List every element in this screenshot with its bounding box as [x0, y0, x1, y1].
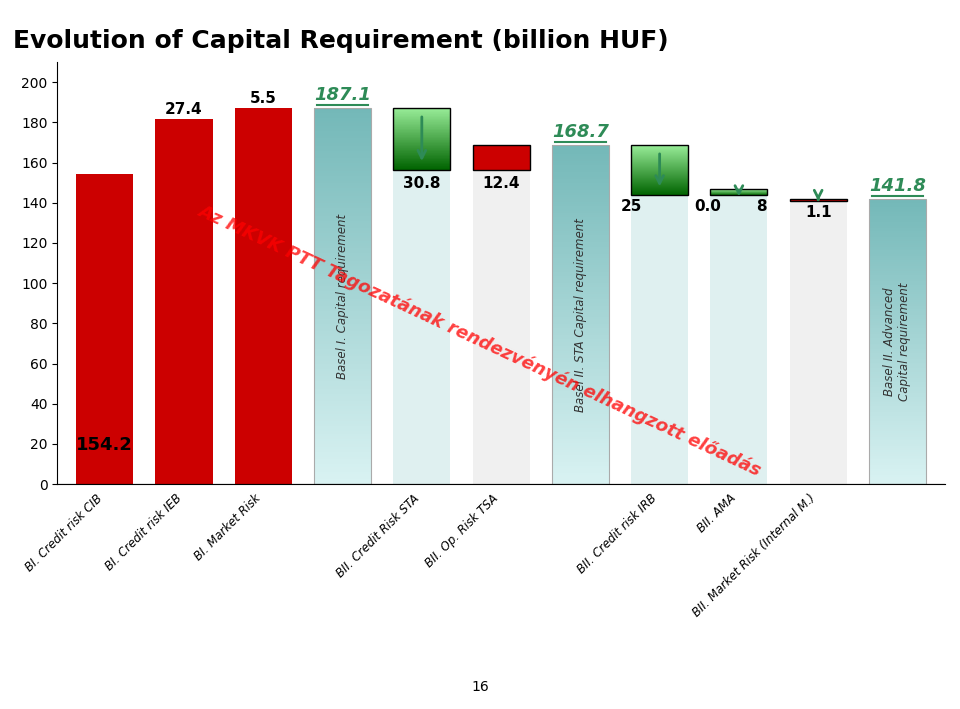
Bar: [631, 145, 688, 195]
Text: 12.4: 12.4: [482, 176, 519, 191]
Bar: [631, 195, 688, 484]
Text: 30.8: 30.8: [403, 176, 441, 191]
Text: 168.7: 168.7: [552, 123, 609, 141]
Bar: [394, 170, 450, 484]
Text: 27.4: 27.4: [165, 102, 203, 117]
Text: 187.1: 187.1: [314, 86, 371, 104]
Text: 16: 16: [471, 680, 489, 694]
Text: Basel II. STA Capital requirement: Basel II. STA Capital requirement: [574, 218, 587, 411]
Bar: [76, 174, 133, 484]
Bar: [869, 199, 926, 484]
Bar: [472, 170, 530, 484]
Text: 1.1: 1.1: [804, 206, 831, 220]
Text: 5.5: 5.5: [250, 91, 276, 106]
Text: 0.0: 0.0: [695, 199, 722, 214]
Bar: [235, 108, 292, 484]
Bar: [790, 201, 847, 484]
Text: 154.2: 154.2: [76, 436, 133, 454]
Text: Basel II. Advanced
Capital requirement: Basel II. Advanced Capital requirement: [883, 282, 911, 401]
Bar: [710, 189, 767, 195]
Bar: [156, 119, 212, 484]
Text: 8: 8: [756, 199, 767, 214]
Bar: [552, 145, 609, 484]
Bar: [472, 145, 530, 170]
Text: Az MKVK PTT Tagozatának rendezvényén elhangzott előadás: Az MKVK PTT Tagozatának rendezvényén elh…: [196, 201, 764, 479]
Bar: [790, 199, 847, 201]
Bar: [710, 195, 767, 484]
Text: 141.8: 141.8: [869, 177, 925, 195]
Text: Basel I. Capital requirement: Basel I. Capital requirement: [336, 213, 349, 379]
Text: 25: 25: [621, 199, 642, 214]
Bar: [314, 108, 372, 484]
Bar: [394, 108, 450, 170]
Text: Evolution of Capital Requirement (billion HUF): Evolution of Capital Requirement (billio…: [12, 29, 668, 53]
